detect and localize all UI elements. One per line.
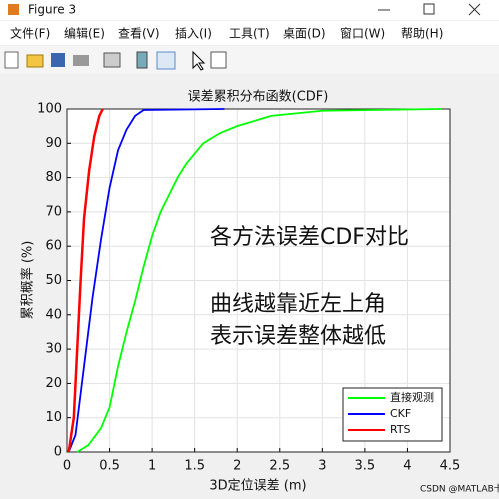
annotation: 各方法误差CDF对比 [210, 225, 409, 250]
toolbar-icons [4, 50, 227, 71]
maximize-button[interactable] [423, 3, 435, 15]
close-button[interactable] [468, 3, 481, 16]
x-tick-label: 1 [148, 459, 156, 474]
pointer-icon[interactable] [192, 50, 206, 71]
property-icon[interactable] [210, 51, 227, 69]
cdf-line [76, 108, 442, 453]
axes-box [66, 108, 451, 453]
x-tick-label: 4 [403, 459, 411, 474]
x-tick-label: 2 [233, 459, 241, 474]
y-tick-label: 40 [45, 307, 62, 322]
menu-item[interactable]: 帮助(H) [401, 27, 443, 41]
menu-bar [0, 21, 499, 45]
y-tick-label: 100 [37, 102, 62, 117]
legend-label: 直接观测 [390, 390, 434, 404]
colorbar-icon[interactable] [136, 51, 148, 69]
link-icon[interactable] [103, 52, 121, 68]
y-tick-label: 20 [45, 376, 62, 391]
x-tick-label: 1.5 [184, 459, 205, 474]
y-tick-label: 80 [45, 170, 62, 185]
x-axis-label: 3D定位误差 (m) [209, 479, 306, 494]
print-icon[interactable] [73, 55, 89, 66]
menu-item[interactable]: 窗口(W) [340, 27, 385, 41]
plot: 0 0.5 1 1.5 2 2.5 3 3.5 4 4.5 0 10 20 30 40 50 60 70 80 90 1… [37, 102, 460, 474]
cdf-line [67, 108, 225, 453]
x-tick-label: 2.5 [269, 459, 290, 474]
y-tick-label: 30 [45, 342, 62, 357]
legend-icon[interactable] [156, 51, 176, 70]
app-icon [8, 4, 19, 15]
annotation: 表示误差整体越低 [210, 324, 386, 349]
annotation: 曲线越靠近左上角 [210, 292, 386, 317]
y-axis-label: 累积概率 (%) [20, 241, 36, 320]
x-tick-label: 0 [63, 459, 71, 474]
menu-item[interactable]: 查看(V) [118, 27, 160, 41]
legend-label: RTS [390, 423, 411, 436]
y-tick-label: 50 [45, 273, 62, 288]
x-tick-label: 3.5 [355, 459, 376, 474]
x-tick-label: 0.5 [99, 459, 120, 474]
y-tick-label: 70 [45, 204, 62, 219]
menu-item[interactable]: 编辑(E) [64, 26, 105, 41]
menu-item[interactable]: 桌面(D) [283, 27, 326, 41]
y-tick-label: 60 [45, 239, 62, 254]
title-bar [0, 0, 499, 20]
menu-item[interactable]: 插入(I) [175, 27, 212, 41]
y-tick-label: 90 [45, 136, 62, 151]
y-tick-label: 0 [54, 445, 62, 460]
watermark: CSDN @MATLAB卡尔曼 [420, 483, 499, 495]
open-icon[interactable] [26, 54, 44, 68]
y-tick-label: 10 [45, 410, 62, 425]
new-icon[interactable] [4, 51, 19, 69]
legend-label: CKF [390, 407, 411, 420]
x-tick-label: 3 [318, 459, 326, 474]
x-tick-label: 4.5 [440, 459, 461, 474]
menu-item[interactable]: 文件(F) [10, 26, 50, 41]
menu-group: 文件(F) 编辑(E) 查看(V) 插入(I) 工具(T) 桌面(D) 窗口(W) 帮助(H) [10, 26, 443, 41]
chart-title: 误差累积分布函数(CDF) [188, 90, 329, 105]
window-title: Figure 3 [28, 3, 76, 17]
menu-item[interactable]: 工具(T) [229, 27, 270, 41]
save-icon[interactable] [51, 53, 65, 67]
cdf-line [67, 108, 104, 453]
